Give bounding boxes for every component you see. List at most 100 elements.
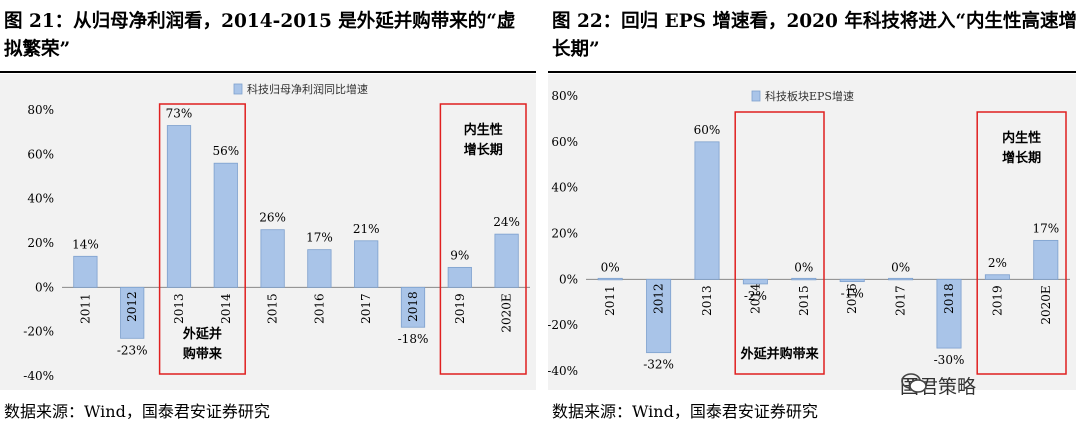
y-tick-label: 60% [551,135,578,149]
legend-swatch [751,90,761,102]
x-tick-label: 2019 [990,285,1004,316]
y-tick-label: -20% [23,325,54,339]
annotation-text: 增长期 [464,142,503,158]
bar [597,277,623,281]
x-tick-label: 2018 [942,283,956,314]
annotation-text: 外延并 [182,326,222,342]
y-tick-label: -40% [548,364,578,378]
x-tick-label: 2017 [894,285,908,316]
legend-swatch [233,83,243,95]
y-tick-label: -40% [23,369,54,383]
bar-chart: 科技归母净利润同比增速 80% 60% 40% 20% 0% -20% -40% 14% 2011… [23,82,530,383]
data-label: -23% [117,343,148,357]
y-tick-label: 40% [551,181,578,195]
x-tick-label: 2011 [603,285,617,316]
annotation-text: 增长期 [1002,150,1041,166]
data-label: -32% [643,358,674,372]
y-tick-label: 60% [27,147,54,161]
y-tick-label: 80% [551,89,578,103]
x-tick-label: 2012 [125,291,139,322]
bar [791,277,817,281]
y-tick-label: 0% [559,272,578,286]
y-tick-label: 20% [27,236,54,250]
data-label: 73% [166,107,193,121]
x-tick-label: 2017 [359,293,373,324]
bar [354,240,379,288]
highlight-box [976,111,1067,375]
bar [73,255,98,288]
watermark: 国君策略 [900,372,976,399]
data-label: -30% [934,353,965,367]
data-label: 17% [306,231,333,245]
data-source: 数据来源：Wind，国泰君安证券研究 [4,402,270,421]
legend-label: 科技板块EPS增速 [765,89,854,103]
y-tick-label: 0% [35,280,54,294]
figure-21: 图 21：从归母净利润看，2014-2015 是外延并购带来的“虚拟繁荣” 科技… [0,11,536,421]
bar [213,162,238,288]
wechat-icon [901,373,927,393]
title-rule [0,71,536,73]
highlight-box [158,103,246,375]
data-label: -18% [398,332,429,346]
data-label: 24% [493,215,520,229]
data-label: 60% [694,123,721,137]
bar [260,229,285,288]
y-tick-label: 80% [27,103,54,117]
bar [936,278,962,349]
bar [984,274,1010,280]
x-tick-label: 2015 [797,285,811,316]
bar-chart: 科技板块EPS增速 80% 60% 40% 20% 0% -20% -40% 0% 2011 -32… [548,89,1070,378]
y-tick-label: -20% [548,318,578,332]
x-tick-label: 2020E [500,293,514,332]
highlight-box [734,111,825,375]
chart-area: 科技归母净利润同比增速 80% 60% 40% 20% 0% -20% -40% 14% 2011… [0,74,536,390]
data-label: 56% [212,144,239,158]
annotation-text: 购带来 [183,346,223,362]
data-label: 0% [891,260,910,274]
data-label: 9% [450,248,469,262]
x-tick-label: 2019 [453,293,467,324]
legend-label: 科技归母净利润同比增速 [247,82,368,96]
annotation-text: 内生性 [464,122,503,138]
bar [888,277,914,281]
figure-title: 图 22：回归 EPS 增速看，2020 年科技将进入“内生性高速增长期” [552,11,1078,60]
bar [742,278,768,285]
x-tick-label: 2014 [748,283,762,314]
data-source: 数据来源：Wind，国泰君安证券研究 [552,402,818,421]
bar [166,125,192,288]
data-label: 26% [259,211,286,225]
x-tick-label: 2012 [652,283,666,314]
x-tick-label: 2011 [78,293,92,324]
data-label: -2% [744,289,767,303]
bar [694,141,720,280]
chart-area: 科技板块EPS增速 80% 60% 40% 20% 0% -20% -40% 0% 2011 -32… [548,74,1076,390]
x-tick-label: 2015 [266,293,280,324]
highlight-box [439,103,527,375]
data-label: 21% [353,222,380,236]
x-tick-label: 2014 [219,293,233,324]
x-tick-label: 2020E [1039,285,1053,324]
x-tick-label: 2016 [312,293,326,324]
x-tick-label: 2013 [700,285,714,316]
data-label: 2% [988,256,1007,270]
data-label: 14% [72,237,99,251]
data-label: -1% [841,287,864,301]
bar [494,233,519,288]
y-tick-label: 40% [27,192,54,206]
title-rule [548,71,1076,73]
bar [646,278,672,354]
x-tick-label: 2016 [845,283,859,314]
annotation-text: 外延并购带来 [740,346,820,362]
figure-title: 图 21：从归母净利润看，2014-2015 是外延并购带来的“虚拟繁荣” [4,11,516,60]
figure-22: 图 22：回归 EPS 增速看，2020 年科技将进入“内生性高速增长期” 科技… [548,0,1080,434]
bar [447,266,472,288]
data-label: 17% [1032,221,1059,235]
bar [839,278,865,283]
bar [120,286,145,339]
y-tick-label: 20% [551,227,578,241]
bar [307,249,332,288]
data-label: 0% [794,260,813,274]
data-label: 0% [601,260,620,274]
x-tick-label: 2013 [172,293,186,324]
bar [400,286,426,328]
